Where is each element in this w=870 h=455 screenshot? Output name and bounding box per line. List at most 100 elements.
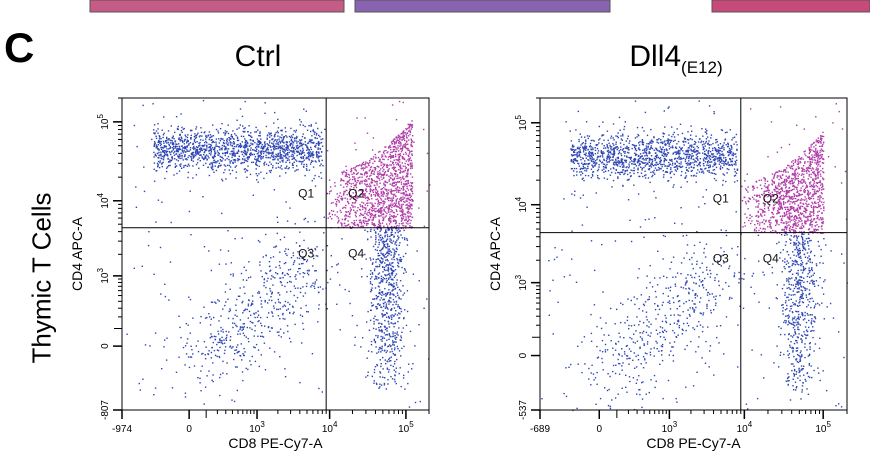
event-dot-ctrl-3865 xyxy=(152,103,154,105)
event-dot-dll4-696 xyxy=(622,135,624,137)
event-dot-ctrl-696 xyxy=(279,152,281,155)
event-dot-ctrl-3142 xyxy=(392,341,394,343)
event-dot-ctrl-2952 xyxy=(378,322,380,324)
event-dot-dll4-113 xyxy=(570,140,573,142)
event-dot-ctrl-2457 xyxy=(399,164,402,166)
event-dot-ctrl-2990 xyxy=(375,277,377,279)
event-dot-ctrl-1698 xyxy=(381,207,383,209)
event-dot-ctrl-1175 xyxy=(235,145,237,148)
event-dot-ctrl-3376 xyxy=(302,286,304,288)
event-dot-ctrl-3663 xyxy=(270,327,273,329)
event-dot-dll4-706 xyxy=(671,145,674,147)
event-dot-ctrl-1162 xyxy=(275,167,277,169)
event-dot-ctrl-316 xyxy=(239,146,242,149)
event-dot-ctrl-324 xyxy=(246,176,248,178)
event-dot-ctrl-3264 xyxy=(390,241,392,244)
event-dot-ctrl-1715 xyxy=(388,168,390,170)
event-dot-ctrl-3797 xyxy=(217,330,219,333)
event-dot-ctrl-2355 xyxy=(402,153,405,155)
event-dot-dll4-403 xyxy=(678,165,680,167)
event-dot-ctrl-3257 xyxy=(375,328,377,330)
event-dot-ctrl-740 xyxy=(264,151,266,153)
event-dot-ctrl-3513 xyxy=(218,341,221,343)
event-dot-dll4-54 xyxy=(628,152,630,154)
event-dot-ctrl-3075 xyxy=(383,305,385,307)
event-dot-ctrl-928 xyxy=(195,135,197,137)
event-dot-ctrl-2387 xyxy=(395,175,397,177)
event-dot-ctrl-1766 xyxy=(389,183,391,185)
event-dot-ctrl-1306 xyxy=(153,151,155,154)
event-dot-dll4-172 xyxy=(661,141,663,143)
event-dot-ctrl-2443 xyxy=(378,173,381,176)
event-dot-ctrl-3595 xyxy=(260,303,262,305)
event-dot-dll4-579 xyxy=(606,155,609,157)
event-dot-ctrl-3527 xyxy=(247,277,250,279)
event-dot-ctrl-3089 xyxy=(398,236,400,239)
event-dot-ctrl-1319 xyxy=(281,160,283,162)
event-dot-ctrl-3758 xyxy=(216,355,218,358)
event-dot-dll4-751 xyxy=(589,146,591,148)
event-dot-ctrl-1437 xyxy=(409,133,411,136)
event-dot-ctrl-1111 xyxy=(242,162,244,164)
event-dot-ctrl-3532 xyxy=(246,308,248,311)
event-dot-ctrl-759 xyxy=(173,143,175,145)
event-dot-ctrl-1464 xyxy=(353,198,355,200)
event-dot-ctrl-134 xyxy=(180,129,183,132)
event-dot-ctrl-3544 xyxy=(211,301,214,303)
event-dot-ctrl-2936 xyxy=(388,360,391,362)
event-dot-dll4-600 xyxy=(685,175,688,177)
event-dot-dll4-289 xyxy=(721,150,723,153)
event-dot-dll4-14 xyxy=(656,141,658,143)
event-dot-dll4-702 xyxy=(603,147,605,149)
event-dot-ctrl-555 xyxy=(315,151,318,153)
event-dot-ctrl-1894 xyxy=(402,186,404,188)
event-dot-ctrl-654 xyxy=(223,164,226,166)
event-dot-dll4-116 xyxy=(581,146,584,148)
event-dot-ctrl-840 xyxy=(208,146,210,149)
event-dot-ctrl-2099 xyxy=(407,220,409,223)
event-dot-ctrl-3536 xyxy=(242,312,244,314)
event-dot-ctrl-1322 xyxy=(260,152,262,154)
event-dot-dll4-740 xyxy=(592,147,594,149)
event-dot-ctrl-496 xyxy=(166,148,168,150)
event-dot-ctrl-1780 xyxy=(408,216,410,218)
event-dot-dll4-574 xyxy=(578,138,580,141)
event-dot-ctrl-1921 xyxy=(374,191,377,193)
event-dot-ctrl-1090 xyxy=(212,148,215,151)
event-dot-ctrl-1002 xyxy=(267,156,269,159)
event-dot-ctrl-2340 xyxy=(341,171,343,174)
event-dot-ctrl-3627 xyxy=(329,278,332,280)
event-dot-ctrl-856 xyxy=(281,134,283,136)
event-dot-ctrl-3684 xyxy=(243,286,245,288)
event-dot-ctrl-3987 xyxy=(330,255,332,257)
event-dot-ctrl-1122 xyxy=(209,136,211,139)
event-dot-dll4-150 xyxy=(584,139,587,141)
event-dot-ctrl-3256 xyxy=(404,269,406,271)
event-dot-ctrl-2464 xyxy=(403,158,406,160)
event-dot-ctrl-3678 xyxy=(277,308,280,311)
event-dot-ctrl-3752 xyxy=(309,252,312,254)
event-dot-ctrl-2753 xyxy=(398,372,400,375)
event-dot-ctrl-1614 xyxy=(393,193,396,196)
event-dot-ctrl-4001 xyxy=(324,128,326,131)
event-dot-ctrl-3730 xyxy=(244,308,247,310)
event-dot-dll4-315 xyxy=(603,163,606,166)
event-dot-ctrl-2924 xyxy=(379,386,381,388)
event-dot-ctrl-2501 xyxy=(410,150,412,153)
event-dot-ctrl-2107 xyxy=(377,192,379,195)
event-dot-ctrl-4045 xyxy=(317,321,319,323)
event-dot-ctrl-1330 xyxy=(190,153,193,156)
event-dot-ctrl-3276 xyxy=(384,287,386,290)
event-dot-ctrl-1191 xyxy=(274,155,277,158)
event-dot-ctrl-3856 xyxy=(426,152,429,155)
event-dot-ctrl-3202 xyxy=(382,315,384,317)
event-dot-ctrl-1256 xyxy=(256,158,258,160)
event-dot-dll4-617 xyxy=(573,167,576,170)
event-dot-dll4-636 xyxy=(591,164,593,166)
event-dot-ctrl-2305 xyxy=(400,196,402,199)
event-dot-ctrl-1192 xyxy=(208,131,211,133)
event-dot-ctrl-2240 xyxy=(371,170,374,172)
event-dot-ctrl-3685 xyxy=(307,311,309,313)
event-dot-ctrl-761 xyxy=(160,140,162,143)
event-dot-dll4-250 xyxy=(735,133,738,136)
